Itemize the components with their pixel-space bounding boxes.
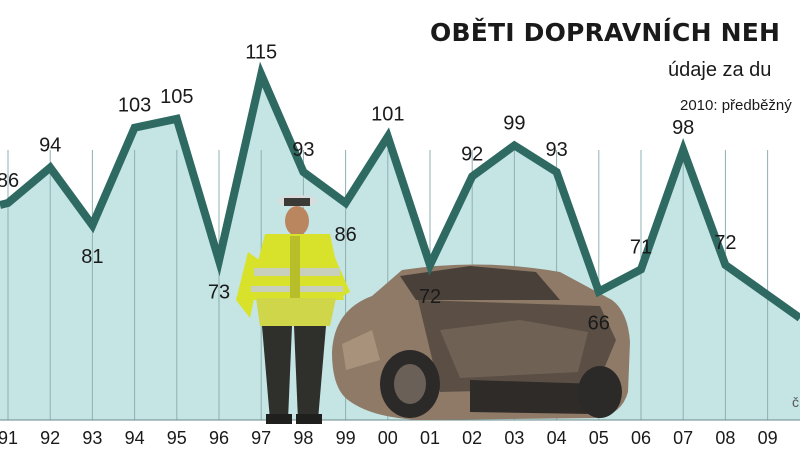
chart-x-tick-label: 00 [378,428,398,448]
chart-value-label: 94 [39,135,61,157]
chart-value-label: 93 [545,139,567,161]
chart-title: OBĚTI DOPRAVNÍCH NEH [430,18,781,47]
chart-line-layer [0,61,800,322]
chart-x-tick-label: 91 [0,428,18,448]
chart-x-tick-label: 03 [504,428,524,448]
chart-x-tick-label: 96 [209,428,229,448]
chart-value-label: 105 [160,86,193,108]
chart-value-label: 81 [81,246,103,268]
chart-value-label: 98 [672,117,694,139]
chart-value-label: 71 [630,236,652,258]
police-officer-figure [236,195,350,424]
chart-value-label: 72 [714,232,736,254]
chart-x-tick-label: 08 [715,428,735,448]
chart-x-tick-label: 94 [125,428,145,448]
chart-value-label: 115 [245,42,277,64]
chart-value-label: 86 [334,224,356,246]
chart-value-label: 73 [208,282,230,304]
chart-x-tick-label: 07 [673,428,693,448]
corner-text: č [792,394,799,410]
chart-value-label: 101 [371,104,404,126]
chart-x-tick-label: 92 [40,428,60,448]
chart-series-line [0,61,800,322]
chart-value-label: 66 [588,313,610,335]
accident-illustration [236,195,630,424]
chart-value-label: 86 [0,170,19,192]
chart-x-ticks: 9192939495969798990001020304050607080910 [0,428,800,448]
chart-x-tick-label: 97 [251,428,271,448]
chart-subtitle: údaje za du [668,59,772,81]
chart-x-tick-label: 04 [547,428,567,448]
chart-x-tick-label: 99 [336,428,356,448]
chart-x-tick-label: 01 [420,428,440,448]
chart-x-tick-label: 05 [589,428,609,448]
chart-value-labels: 86 94 81 103 105 73 115 93 86 101 72 92 99 93 66 71 98 72… [0,42,737,335]
chart-x-tick-label: 93 [82,428,102,448]
chart-x-tick-label: 98 [293,428,313,448]
wrecked-car-figure [332,264,630,420]
chart-value-label: 72 [419,286,441,308]
chart-value-label: 92 [461,143,483,165]
chart-value-label: 103 [118,95,151,117]
chart-value-label: 93 [292,139,314,161]
chart-x-tick-label: 06 [631,428,651,448]
chart-x-tick-label: 09 [758,428,778,448]
chart-note: 2010: předběžný [680,97,792,114]
chart-x-tick-label: 02 [462,428,482,448]
chart-x-tick-label: 95 [167,428,187,448]
chart-value-label: 99 [503,112,525,134]
